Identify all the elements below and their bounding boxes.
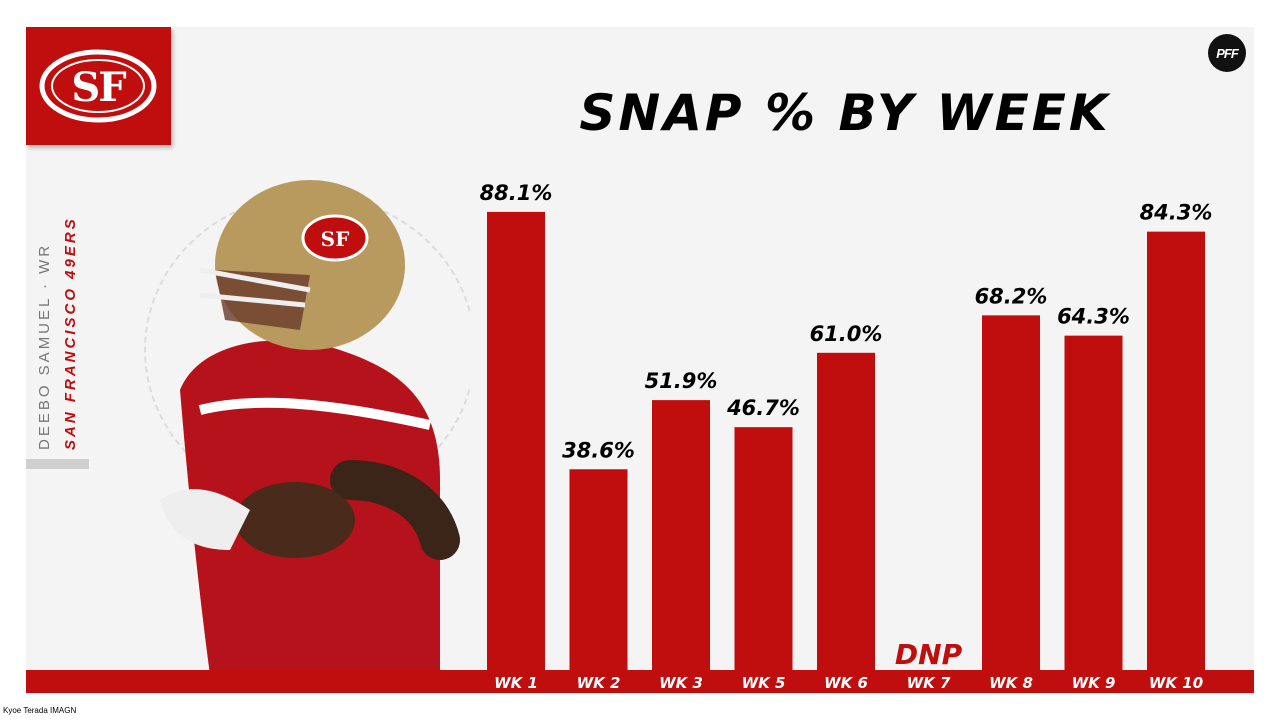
data-label: 61.0% xyxy=(810,322,883,346)
data-label: 84.3% xyxy=(1140,201,1213,225)
bar-wk2 xyxy=(569,469,628,670)
svg-text:SF: SF xyxy=(321,227,350,251)
x-tick-label: WK 2 xyxy=(577,674,621,692)
player-photo: SF xyxy=(144,180,470,675)
data-label: 51.9% xyxy=(645,369,718,393)
bar-wk5 xyxy=(734,427,793,670)
x-tick-label: WK 6 xyxy=(824,674,868,692)
x-tick-label: WK 3 xyxy=(659,674,703,692)
svg-text:SF: SF xyxy=(71,64,126,111)
x-tick-label: WK 8 xyxy=(989,674,1033,692)
side-accent-bar xyxy=(26,459,89,469)
dnp-label: DNP xyxy=(895,638,963,671)
bar-wk9 xyxy=(1064,335,1123,670)
49ers-logo-icon: SF xyxy=(39,49,157,123)
bar-wk3 xyxy=(652,400,710,670)
photo-credit: Kyoe Terada IMAGN xyxy=(3,706,77,715)
x-tick-label: WK 1 xyxy=(494,674,538,692)
bar-wk10 xyxy=(1147,231,1205,670)
data-label: 88.1% xyxy=(480,181,553,205)
data-label: 64.3% xyxy=(1057,305,1130,329)
bar-wk6 xyxy=(817,352,875,670)
bar-wk1 xyxy=(487,211,545,670)
chart-title: SNAP % BY WEEK xyxy=(579,84,1111,142)
data-label: 38.6% xyxy=(562,438,635,462)
x-tick-label: WK 7 xyxy=(907,674,951,692)
x-tick-label: WK 9 xyxy=(1072,674,1116,692)
bar-wk8 xyxy=(982,315,1040,670)
pff-logo: PFF xyxy=(1208,34,1246,72)
x-axis-bar xyxy=(26,670,1254,693)
data-label: 46.7% xyxy=(726,396,800,420)
team-logo: SF xyxy=(26,27,171,145)
data-label: 68.2% xyxy=(975,284,1048,308)
x-tick-label: WK 10 xyxy=(1149,674,1203,692)
x-tick-label: WK 5 xyxy=(742,674,786,692)
